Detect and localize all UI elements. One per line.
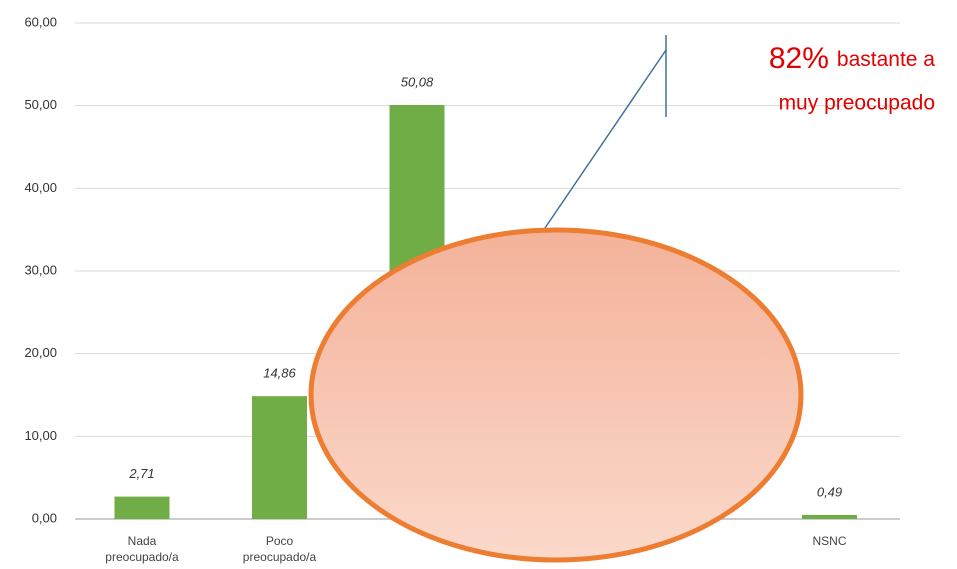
- annotation: 82% bastante a: [769, 42, 935, 75]
- bar: [802, 514, 857, 519]
- annotation-highlight: 82%: [769, 42, 829, 75]
- y-tick-label: 60,00: [24, 14, 57, 29]
- value-label: 50,08: [401, 74, 434, 89]
- value-label: 14,86: [263, 366, 296, 381]
- x-tick-label: Nada preocupado/a: [105, 534, 179, 564]
- x-tick-label: Poco preocupado/a: [242, 534, 317, 564]
- bar: [252, 396, 307, 519]
- y-tick-label: 20,00: [24, 345, 57, 360]
- annotation-text: bastante a: [837, 48, 935, 71]
- bar: [114, 496, 170, 519]
- y-tick-label: 10,00: [24, 428, 57, 443]
- annotation-text: muy preocupado: [779, 92, 935, 115]
- value-label: 2,71: [128, 466, 154, 481]
- y-tick-label: 0,00: [32, 510, 57, 525]
- value-label: 0,49: [817, 484, 842, 499]
- y-tick-label: 30,00: [24, 262, 57, 277]
- highlight-ellipse: [308, 227, 804, 563]
- y-tick-label: 40,00: [24, 180, 57, 195]
- y-tick-label: 50,00: [24, 97, 57, 112]
- callout-line: [544, 49, 667, 229]
- x-tick-label: NSNC: [812, 534, 847, 548]
